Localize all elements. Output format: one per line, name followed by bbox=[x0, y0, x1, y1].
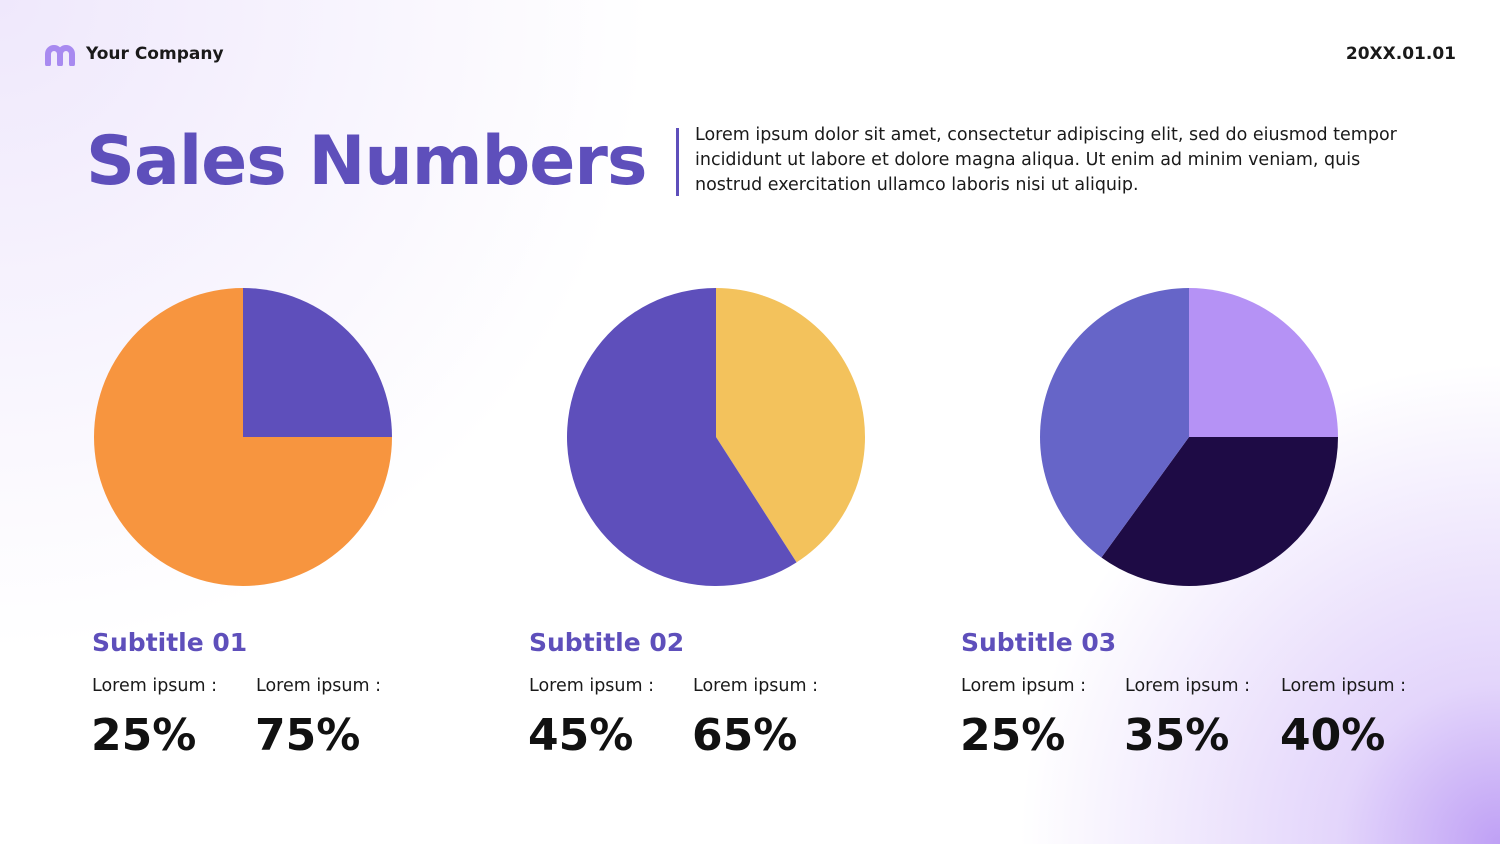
company: Your Company bbox=[86, 44, 224, 64]
title: Sales Numbers bbox=[86, 122, 647, 201]
pie-slice bbox=[567, 288, 797, 586]
category-label: Lorem ipsum : bbox=[1125, 676, 1250, 696]
value-label: 25% bbox=[91, 710, 196, 761]
value-label: 35% bbox=[1124, 710, 1229, 761]
value-label: 40% bbox=[1280, 710, 1385, 761]
pie-slice bbox=[1101, 437, 1338, 586]
category-label: Lorem ipsum : bbox=[529, 676, 654, 696]
pie-slice bbox=[243, 288, 392, 437]
value-label: 65% bbox=[692, 710, 797, 761]
chart-subtitle: Subtitle 02 bbox=[529, 628, 684, 657]
category-label: Lorem ipsum : bbox=[961, 676, 1086, 696]
category-label: Lorem ipsum : bbox=[256, 676, 381, 696]
description: Lorem ipsum dolor sit amet, consectetur … bbox=[695, 125, 1397, 195]
pie-slice bbox=[94, 288, 392, 586]
value-label: 45% bbox=[528, 710, 633, 761]
pie-slice bbox=[716, 288, 866, 563]
category-label: Lorem ipsum : bbox=[1281, 676, 1406, 696]
chart-subtitle: Subtitle 03 bbox=[961, 628, 1116, 657]
value-label: 25% bbox=[960, 710, 1065, 761]
value-label: 75% bbox=[255, 710, 360, 761]
pie-slice bbox=[1189, 288, 1338, 437]
chart-subtitle: Subtitle 01 bbox=[92, 628, 247, 657]
logo bbox=[45, 45, 75, 66]
date: 20XX.01.01 bbox=[1345, 44, 1456, 64]
pie-slice bbox=[1040, 288, 1189, 558]
divider bbox=[676, 128, 679, 196]
category-label: Lorem ipsum : bbox=[92, 676, 217, 696]
category-label: Lorem ipsum : bbox=[693, 676, 818, 696]
